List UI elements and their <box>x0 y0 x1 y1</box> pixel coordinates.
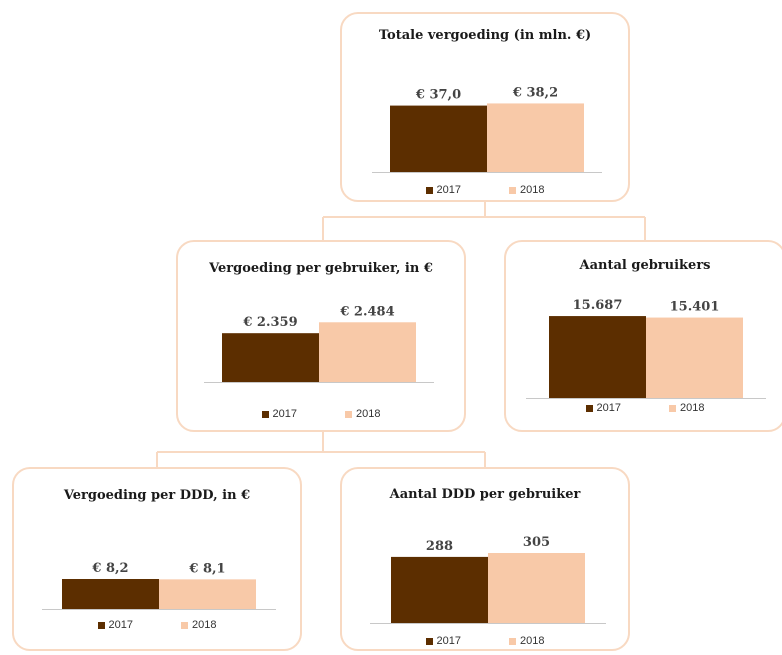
bar-2017 <box>62 579 159 609</box>
chart-title: Aantal gebruikers <box>579 258 711 273</box>
legend-item-2018: 2018 <box>345 408 380 420</box>
legend-item-2018: 2018 <box>181 619 216 631</box>
bar-plot: 288 305 <box>370 535 606 624</box>
data-label-2017: € 37,0 <box>415 88 461 103</box>
chart-title: Aantal DDD per gebruiker <box>389 487 581 502</box>
bar-chart-svg: 15.687 15.401 <box>526 298 766 399</box>
legend-swatch-2018 <box>509 637 516 645</box>
data-label-2017: 288 <box>426 539 453 554</box>
legend-swatch-2018 <box>181 621 188 629</box>
legend-swatch-2018 <box>345 410 352 418</box>
legend-swatch-2018 <box>509 186 516 194</box>
legend-swatch-2017 <box>585 404 593 412</box>
bar-2018 <box>487 103 584 172</box>
legend-label: 2018 <box>520 635 545 647</box>
legend-item-2018: 2018 <box>509 184 544 196</box>
legend-label: 2017 <box>436 635 461 647</box>
legend-item-2017: 2017 <box>97 619 133 631</box>
legend-item-2018: 2018 <box>669 402 704 414</box>
bar-chart-svg: € 2.359 € 2.484 <box>204 304 434 383</box>
legend-label: 2018 <box>192 619 217 631</box>
legend-item-2017: 2017 <box>585 402 621 414</box>
legend-swatch-2017 <box>97 621 105 629</box>
bar-chart-svg: € 8,2 € 8,1 <box>42 561 276 610</box>
data-label-2018: 15.401 <box>670 300 720 315</box>
chart-title: Totale vergoeding (in mln. €) <box>378 28 592 43</box>
chart-legend: 2017 2018 <box>14 619 300 631</box>
legend-item-2017: 2017 <box>425 184 461 196</box>
data-label-2017: € 8,2 <box>91 561 128 576</box>
legend-label: 2018 <box>356 408 381 420</box>
legend-swatch-2017 <box>425 637 433 645</box>
bar-2018 <box>488 553 585 623</box>
bar-2018 <box>646 317 743 398</box>
chart-card-vergoeding-per-ddd: Vergoeding per DDD, in € € 8,2 € 8,1 2017… <box>12 467 302 651</box>
legend-swatch-2017 <box>261 410 269 418</box>
legend-label: 2017 <box>436 184 461 196</box>
legend-label: 2018 <box>520 184 545 196</box>
legend-swatch-2018 <box>669 404 676 412</box>
chart-legend: 2017 2018 <box>178 408 464 420</box>
bar-2017 <box>549 316 646 398</box>
bar-2017 <box>391 556 488 623</box>
chart-legend: 2017 2018 <box>342 635 628 647</box>
data-label-2018: € 2.484 <box>339 304 394 319</box>
data-label-2017: 15.687 <box>573 298 623 313</box>
chart-card-aantal-gebruikers: Aantal gebruikers 15.687 15.401 2017 2018 <box>504 240 782 432</box>
bar-2017 <box>390 105 487 172</box>
data-label-2018: € 38,2 <box>512 85 558 100</box>
data-label-2017: € 2.359 <box>242 315 297 330</box>
chart-card-aantal-ddd-per-gebruiker: Aantal DDD per gebruiker 288 305 2017 201… <box>340 467 630 651</box>
bar-chart-svg: 288 305 <box>370 535 606 624</box>
bar-plot: 15.687 15.401 <box>526 298 766 399</box>
legend-item-2017: 2017 <box>425 635 461 647</box>
bar-plot: € 2.359 € 2.484 <box>204 304 434 383</box>
legend-label: 2017 <box>272 408 297 420</box>
chart-title: Vergoeding per gebruiker, in € <box>209 261 433 276</box>
legend-label: 2018 <box>680 402 705 414</box>
chart-card-totale-vergoeding: Totale vergoeding (in mln. €) € 37,0 € 38… <box>340 12 630 202</box>
bar-chart-svg: € 37,0 € 38,2 <box>372 85 602 173</box>
bar-2018 <box>319 322 416 382</box>
bar-2017 <box>222 333 319 382</box>
data-label-2018: 305 <box>523 535 550 550</box>
chart-legend: 2017 2018 <box>342 184 628 196</box>
legend-swatch-2017 <box>425 186 433 194</box>
chart-title: Vergoeding per DDD, in € <box>63 488 251 503</box>
legend-item-2018: 2018 <box>509 635 544 647</box>
data-label-2018: € 8,1 <box>188 561 225 576</box>
bar-2018 <box>159 579 256 609</box>
legend-label: 2017 <box>596 402 621 414</box>
chart-legend: 2017 2018 <box>506 402 782 414</box>
legend-item-2017: 2017 <box>261 408 297 420</box>
chart-card-vergoeding-per-gebruiker: Vergoeding per gebruiker, in € € 2.359 € … <box>176 240 466 432</box>
legend-label: 2017 <box>108 619 133 631</box>
bar-plot: € 37,0 € 38,2 <box>372 85 602 173</box>
bar-plot: € 8,2 € 8,1 <box>42 561 276 610</box>
